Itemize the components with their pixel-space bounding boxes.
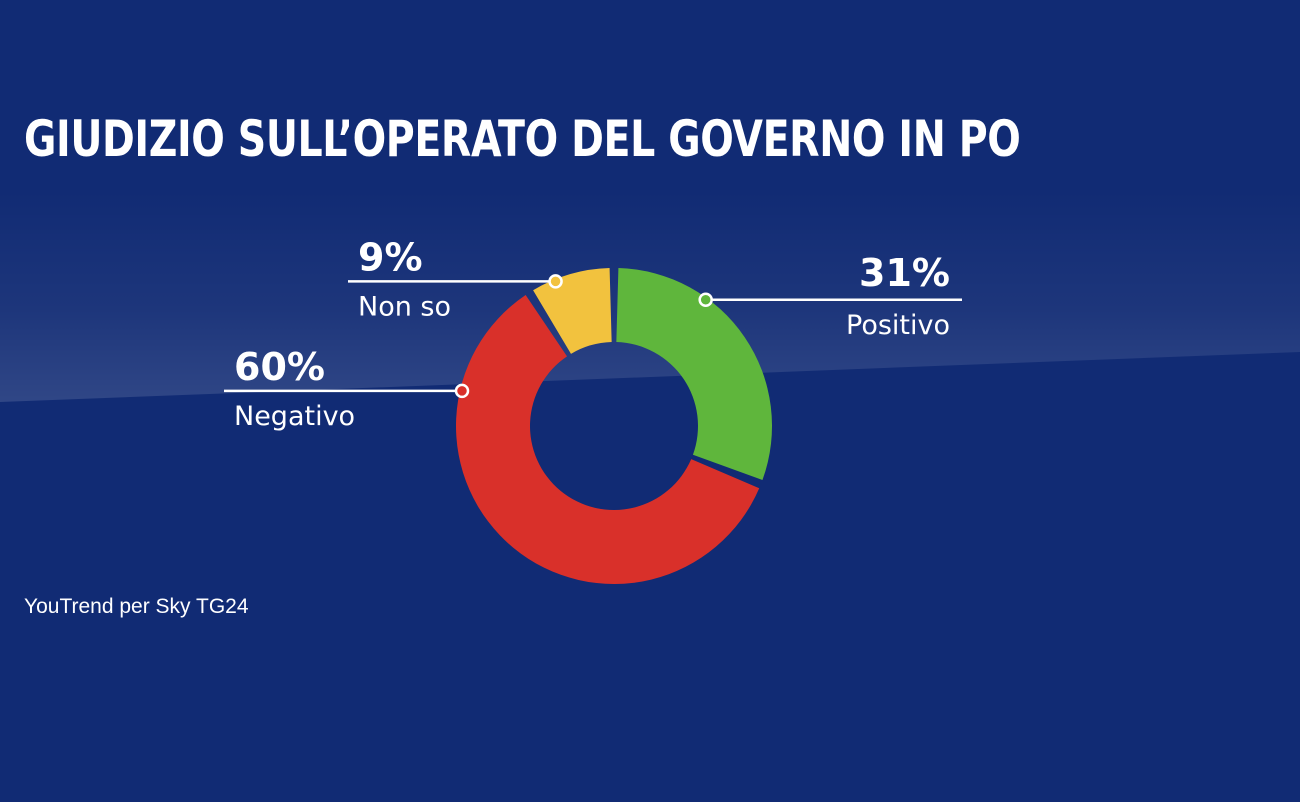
data-label-positivo: 31% (859, 251, 950, 295)
data-label-non-so: 9% (358, 235, 423, 279)
category-label-non-so: Non so (358, 291, 451, 322)
donut-segment-positivo (616, 268, 772, 481)
category-label-positivo: Positivo (846, 310, 950, 341)
leader-dot-negativo (454, 383, 470, 399)
donut-segment-negativo (456, 295, 760, 584)
source-credit: YouTrend per Sky TG24 (24, 595, 249, 618)
chart-title: GIUDIZIO SULL’OPERATO DEL GOVERNO IN POL… (24, 110, 1020, 168)
category-label-negativo: Negativo (234, 401, 355, 432)
leader-dot-non-so (548, 274, 563, 289)
leader-dot-positivo (698, 292, 713, 308)
data-label-negativo: 60% (234, 345, 325, 389)
donut-segment-non-so (533, 268, 612, 354)
